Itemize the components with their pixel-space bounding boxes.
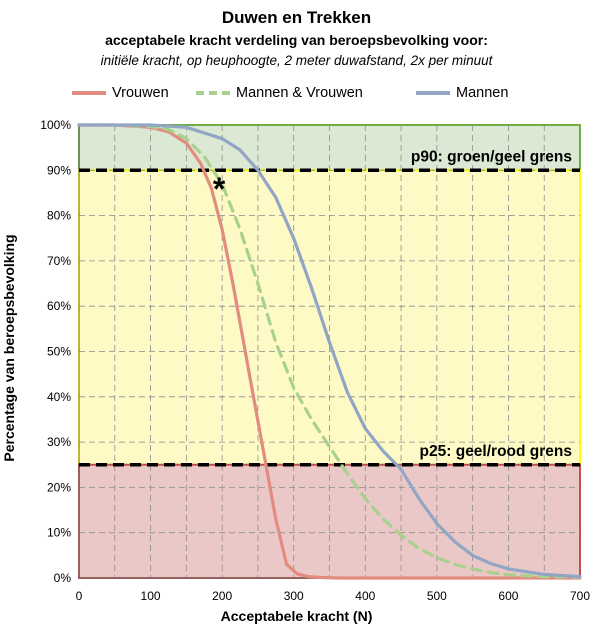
x-axis-label: Acceptabele kracht (N): [220, 608, 373, 624]
chart-conditions: initiële kracht, op heuphoogte, 2 meter …: [100, 53, 493, 68]
y-tick-label: 90%: [47, 163, 71, 177]
annotation-asterisk: *: [213, 171, 226, 207]
y-tick-label: 100%: [40, 118, 71, 132]
legend-label-vrouwen: Vrouwen: [112, 85, 169, 101]
x-tick-label: 400: [355, 589, 375, 603]
series-line-mannen: [77, 123, 582, 579]
zone-red: [78, 463, 581, 579]
zone-label-green: p90: groen/geel grens: [411, 148, 572, 165]
y-tick-label: 50%: [47, 345, 71, 359]
legend-label-mannen: Mannen: [456, 85, 509, 101]
x-tick-label: 0: [76, 589, 83, 603]
x-tick-label: 100: [141, 589, 161, 603]
x-tick-label: 600: [498, 589, 518, 603]
zone-label-red: p25: geel/rood grens: [420, 443, 572, 460]
chart-subtitle: acceptabele kracht verdeling van beroeps…: [105, 32, 488, 48]
y-tick-label: 70%: [47, 254, 71, 268]
y-tick-label: 60%: [47, 299, 71, 313]
legend-swatch-vrouwen: [72, 91, 106, 95]
legend-item-mannen-vrouwen: Mannen & Vrouwen: [196, 84, 363, 102]
legend-item-mannen: Mannen: [416, 84, 508, 102]
x-tick-label: 500: [427, 589, 447, 603]
y-axis-label: Percentage van beroepsbevolking: [1, 234, 17, 462]
y-tick-label: 20%: [47, 480, 71, 494]
y-tick-label: 0%: [54, 571, 72, 585]
x-tick-label: 700: [570, 589, 590, 603]
x-tick-label: 200: [212, 589, 232, 603]
y-tick-label: 80%: [47, 209, 71, 223]
x-tick-label: 300: [284, 589, 304, 603]
legend-item-vrouwen: Vrouwen: [72, 84, 169, 102]
chart-title: Duwen en Trekken: [221, 8, 372, 27]
y-tick-label: 40%: [47, 390, 71, 404]
y-tick-label: 10%: [47, 526, 71, 540]
legend-swatch-mannen-vrouwen: [196, 91, 230, 95]
legend-label-mannen-vrouwen: Mannen & Vrouwen: [236, 85, 363, 101]
series-line-mannen-vrouwen: [77, 123, 582, 579]
series-line-vrouwen: [77, 123, 582, 580]
y-tick-label: 30%: [47, 435, 71, 449]
legend-swatch-mannen: [416, 91, 450, 95]
